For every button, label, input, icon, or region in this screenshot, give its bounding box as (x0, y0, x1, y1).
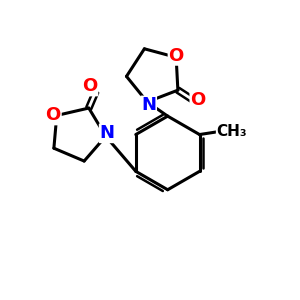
Text: O: O (190, 91, 206, 109)
Text: O: O (169, 47, 184, 65)
Text: N: N (141, 97, 156, 115)
Text: CH₃: CH₃ (217, 124, 247, 139)
Text: O: O (82, 77, 98, 95)
Text: O: O (46, 106, 61, 124)
Text: N: N (100, 124, 115, 142)
